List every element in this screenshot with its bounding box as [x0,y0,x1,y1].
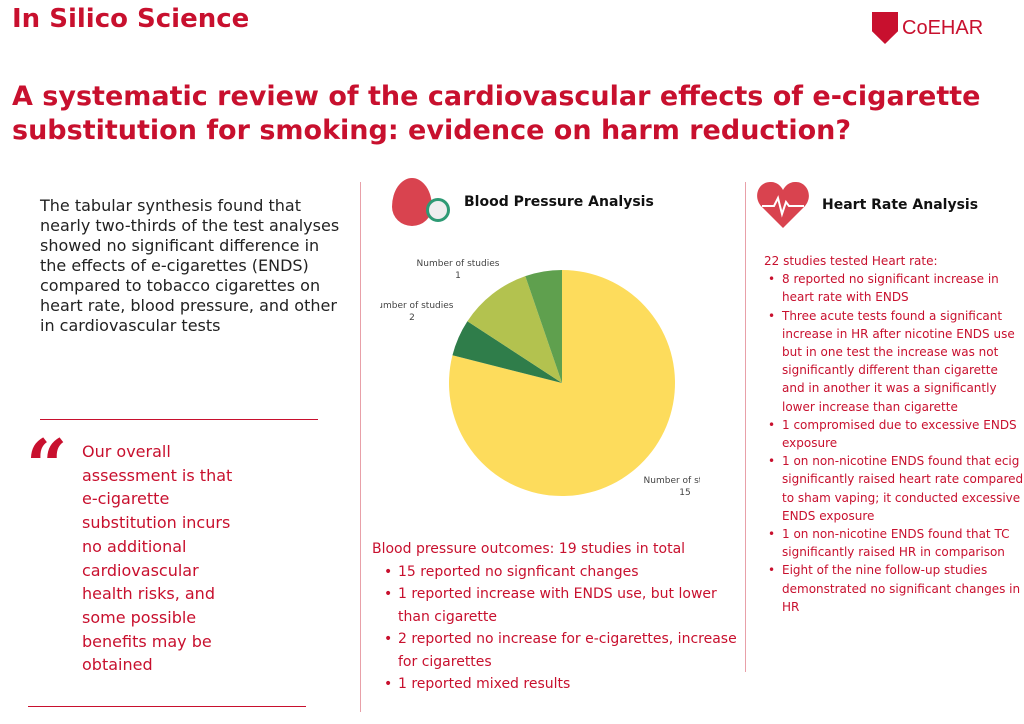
gauge-icon [426,198,450,222]
list-item: 1 reported increase with ENDS use, but l… [382,583,742,628]
bp-outcomes: Blood pressure outcomes: 19 studies in t… [372,538,742,696]
logo-text: CoEHAR [902,16,984,39]
list-item: 2 reported no increase for e-cigarettes,… [382,628,742,673]
page-title: A systematic review of the cardiovascula… [12,81,981,146]
bp-header: Blood Pressure Analysis [392,178,654,226]
divider [40,419,318,420]
pie-slice-3 [525,270,562,383]
brand-title: In Silico Science [12,4,250,34]
intro-text: The tabular synthesis found that nearly … [40,196,340,335]
list-item: 1 reported mixed results [382,673,742,696]
list-item: 8 reported no significant increase in he… [766,270,1024,306]
quote-icon: “ [26,423,68,508]
pie-label-1: Number of studies 1 [417,259,500,281]
list-item: Three acute tests found a significant in… [766,307,1024,416]
divider [28,706,306,707]
quote-text: Our overall assessment is that e-cigaret… [82,442,233,675]
bp-heading: Blood Pressure Analysis [464,194,654,210]
list-item: 15 reported no signficant changes [382,561,742,584]
heart-icon [756,180,810,230]
list-item: 1 compromised due to excessive ENDS expo… [766,416,1024,452]
list-item: 1 on non-nicotine ENDS found that ecig s… [766,452,1024,525]
bp-summary: Blood pressure outcomes: 19 studies in t… [372,541,686,557]
pie-label-15: Number of studies15 [644,476,700,498]
list-item: 1 on non-nicotine ENDS found that TC sig… [766,525,1024,561]
hr-header: Heart Rate Analysis [756,180,978,230]
pie-slice-1 [452,321,562,383]
pie-slice-2 [467,276,562,383]
shield-icon [872,12,898,44]
coehar-logo: CoEHAR [872,12,983,44]
blood-drop-icon [392,178,450,226]
divider [745,182,746,672]
list-item: Eight of the nine follow-up studies demo… [766,561,1024,616]
hr-heading: Heart Rate Analysis [822,197,979,213]
divider [360,182,361,712]
hr-summary: 22 studies tested Heart rate: [764,254,938,268]
hr-outcomes: 22 studies tested Heart rate: 8 reported… [764,252,1024,616]
